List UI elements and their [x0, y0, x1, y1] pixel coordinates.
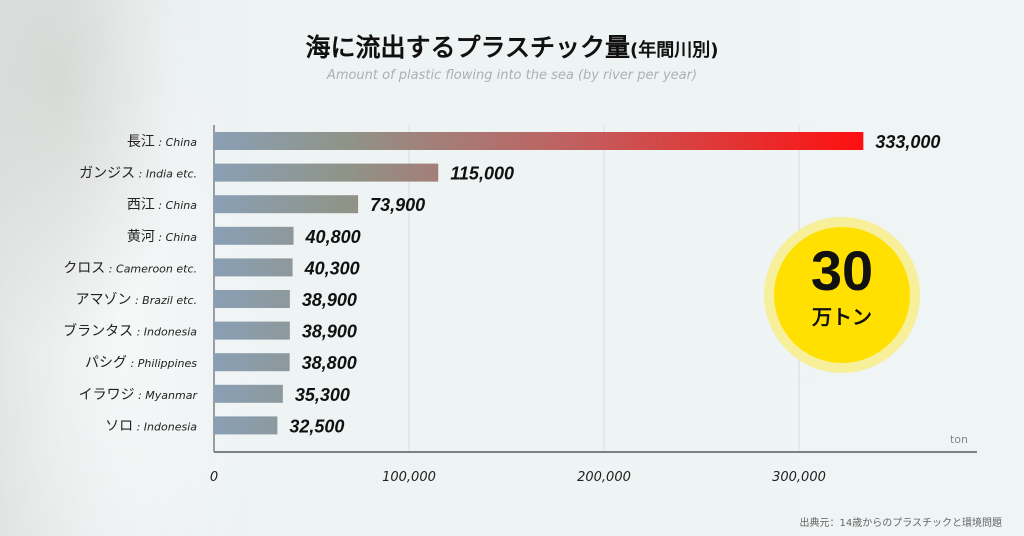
bar: [214, 416, 278, 435]
category-label: 黄河 : China: [127, 228, 197, 245]
x-tick-label: 100,000: [382, 470, 436, 485]
bar: [214, 195, 359, 214]
data-label: 333,000: [875, 132, 940, 152]
river-name: クロス: [63, 260, 105, 276]
data-label: 35,300: [295, 385, 350, 405]
data-label: 73,900: [370, 195, 425, 215]
total-badge: 30 万トン: [764, 217, 920, 373]
x-tick-label: 0: [210, 470, 218, 485]
category-label: 西江 : China: [127, 197, 197, 213]
river-name: 西江: [127, 197, 155, 213]
river-country: : Myanmar: [135, 389, 199, 402]
bar: [214, 132, 864, 150]
data-label: 38,900: [302, 322, 357, 342]
bar: [214, 226, 294, 245]
chart-subtitle: Amount of plastic flowing into the sea (…: [326, 68, 698, 83]
chart-title: 海に流出するプラスチック量(年間川別): [305, 33, 719, 62]
river-country: : China: [155, 231, 197, 244]
river-country: : China: [155, 136, 197, 149]
river-name: パシグ: [85, 355, 127, 371]
river-country: : China: [155, 199, 197, 212]
category-label: ガンジス : India etc.: [79, 166, 197, 182]
category-label: ソロ : Indonesia: [105, 418, 197, 434]
river-country: : India etc.: [135, 168, 197, 181]
river-country: : Philippines: [127, 357, 197, 370]
category-label: パシグ : Philippines: [85, 355, 197, 371]
source-note: 出典元：14歳からのプラスチックと環境問題: [799, 518, 1002, 529]
bar: [214, 321, 290, 340]
category-label: アマゾン : Brazil etc.: [75, 292, 197, 308]
x-tick-label: 300,000: [772, 470, 826, 485]
river-name: ソロ: [105, 418, 133, 434]
badge-unit: 万トン: [812, 305, 872, 329]
category-label: クロス : Cameroon etc.: [63, 260, 197, 276]
river-name: 黄河: [127, 228, 155, 245]
river-name: 長江: [127, 134, 155, 150]
data-label: 38,800: [302, 353, 357, 373]
data-label: 32,500: [289, 416, 344, 436]
bar: [214, 384, 283, 403]
data-label: 38,900: [302, 290, 357, 310]
river-country: : Cameroon etc.: [105, 262, 197, 275]
category-label: イラワジ : Myanmar: [79, 387, 199, 403]
badge-number: 30: [810, 239, 874, 302]
category-label: 長江 : China: [127, 134, 197, 150]
river-name: イラワジ: [79, 387, 135, 403]
category-label: ブランタス : Indonesia: [63, 323, 197, 340]
river-name: アマゾン: [75, 292, 131, 308]
river-country: : Indonesia: [133, 326, 197, 339]
data-label: 40,300: [304, 258, 360, 278]
river-name: ガンジス: [79, 166, 135, 182]
river-country: : Indonesia: [133, 420, 197, 433]
bar: [214, 290, 290, 308]
data-label: 115,000: [450, 164, 514, 184]
x-tick-label: 200,000: [577, 470, 631, 485]
x-axis-unit: ton: [950, 433, 968, 446]
river-name: ブランタス: [63, 323, 133, 340]
bar: [214, 258, 293, 277]
river-country: : Brazil etc.: [131, 294, 197, 307]
data-label: 40,800: [305, 227, 361, 247]
bar: [214, 353, 290, 372]
bar: [214, 163, 439, 182]
